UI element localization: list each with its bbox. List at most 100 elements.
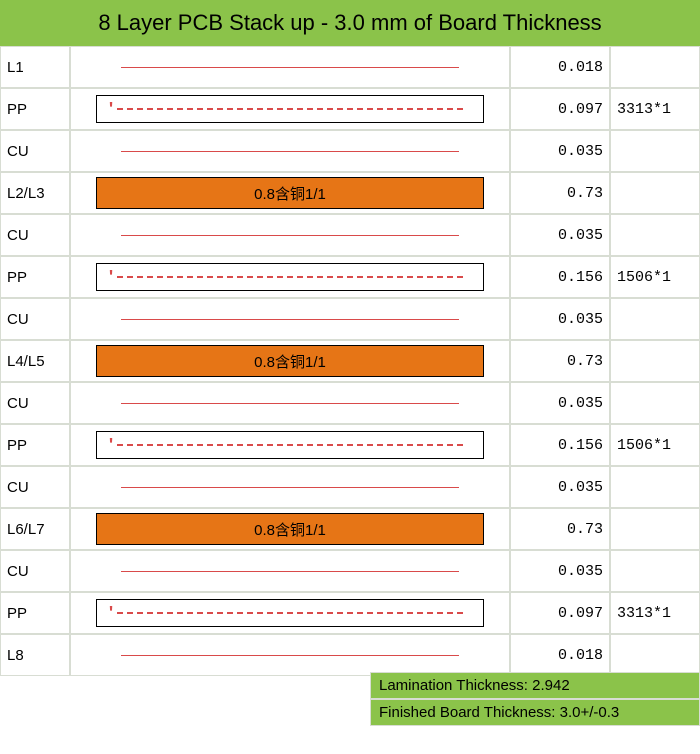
thickness-value: 0.035 [510,550,610,592]
material-note [610,466,700,508]
stack-row: L2/L3 0.8含铜1/1 0.73 [0,172,700,214]
layer-label: CU [0,298,70,340]
layer-label: PP [0,256,70,298]
copper-line [121,151,459,152]
prepreg-box: ' [96,599,484,627]
material-note [610,550,700,592]
stack-row: L8 0.018 [0,634,700,676]
material-note [610,214,700,256]
stack-row: CU 0.035 [0,550,700,592]
stack-row: CU 0.035 [0,214,700,256]
material-note [610,634,700,676]
copper-line [121,487,459,488]
layer-visual [70,466,510,508]
layer-label: PP [0,424,70,466]
stack-row: PP'0.0973313*1 [0,592,700,634]
layer-visual: 0.8含铜1/1 [70,172,510,214]
material-note [610,172,700,214]
thickness-value: 0.73 [510,340,610,382]
prepreg-box: ' [96,95,484,123]
prepreg-box: ' [96,431,484,459]
stackup-table: L10.018PP'0.0973313*1CU0.035L2/L30.8含铜1/… [0,46,700,676]
layer-label: PP [0,88,70,130]
thickness-value: 0.035 [510,466,610,508]
dashed-line [117,108,463,110]
layer-visual [70,214,510,256]
prepreg-box: ' [96,263,484,291]
thickness-value: 0.035 [510,298,610,340]
dashed-line [117,276,463,278]
layer-label: L1 [0,46,70,88]
layer-visual [70,130,510,172]
copper-line [121,571,459,572]
layer-visual: ' [70,592,510,634]
copper-line [121,235,459,236]
quote-mark: ' [109,603,113,624]
layer-label: CU [0,214,70,256]
layer-label: L8 [0,634,70,676]
layer-visual [70,550,510,592]
layer-label: L2/L3 [0,172,70,214]
lamination-thickness: Lamination Thickness: 2.942 [370,672,700,699]
material-note: 3313*1 [610,88,700,130]
layer-visual: ' [70,256,510,298]
layer-label: CU [0,550,70,592]
layer-visual: 0.8含铜1/1 [70,340,510,382]
thickness-value: 0.097 [510,592,610,634]
thickness-value: 0.018 [510,634,610,676]
layer-label: L6/L7 [0,508,70,550]
layer-label: L4/L5 [0,340,70,382]
thickness-value: 0.73 [510,172,610,214]
stack-row: CU 0.035 [0,130,700,172]
stack-row: CU 0.035 [0,466,700,508]
thickness-value: 0.156 [510,424,610,466]
layer-label: PP [0,592,70,634]
material-note [610,130,700,172]
core-box: 0.8含铜1/1 [96,177,484,209]
material-note [610,298,700,340]
dashed-line [117,612,463,614]
core-box: 0.8含铜1/1 [96,513,484,545]
thickness-value: 0.018 [510,46,610,88]
dashed-line [117,444,463,446]
material-note: 1506*1 [610,256,700,298]
copper-line [121,319,459,320]
layer-visual [70,46,510,88]
layer-label: CU [0,382,70,424]
finished-thickness: Finished Board Thickness: 3.0+/-0.3 [370,699,700,726]
layer-visual [70,382,510,424]
material-note [610,340,700,382]
layer-label: CU [0,466,70,508]
copper-line [121,655,459,656]
thickness-value: 0.73 [510,508,610,550]
thickness-value: 0.035 [510,214,610,256]
thickness-value: 0.156 [510,256,610,298]
quote-mark: ' [109,435,113,456]
thickness-value: 0.035 [510,130,610,172]
copper-line [121,67,459,68]
layer-visual: 0.8含铜1/1 [70,508,510,550]
material-note [610,46,700,88]
material-note [610,508,700,550]
layer-visual: ' [70,424,510,466]
layer-visual: ' [70,88,510,130]
stack-row: PP ' 0.1561506*1 [0,256,700,298]
material-note [610,382,700,424]
quote-mark: ' [109,267,113,288]
stack-row: CU 0.035 [0,382,700,424]
thickness-value: 0.097 [510,88,610,130]
stack-row: L4/L5 0.8含铜1/1 0.73 [0,340,700,382]
layer-visual [70,634,510,676]
layer-visual [70,298,510,340]
core-box: 0.8含铜1/1 [96,345,484,377]
stack-row: CU 0.035 [0,298,700,340]
stack-row: L1 0.018 [0,46,700,88]
stack-row: PP ' 0.0973313*1 [0,88,700,130]
stack-row: PP'0.1561506*1 [0,424,700,466]
page-title: 8 Layer PCB Stack up - 3.0 mm of Board T… [0,0,700,46]
copper-line [121,403,459,404]
stack-row: L6/L7 0.8含铜1/1 0.73 [0,508,700,550]
layer-label: CU [0,130,70,172]
thickness-value: 0.035 [510,382,610,424]
quote-mark: ' [109,99,113,120]
